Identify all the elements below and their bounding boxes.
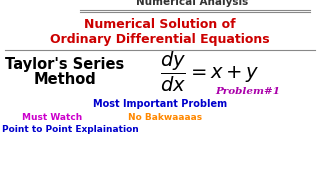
Text: Point to Point Explaination: Point to Point Explaination — [2, 125, 138, 134]
Text: Numerical Analysis: Numerical Analysis — [136, 0, 248, 7]
Text: Must Watch: Must Watch — [22, 114, 82, 123]
Text: Problem#1: Problem#1 — [215, 87, 281, 96]
Text: Taylor's Series: Taylor's Series — [5, 57, 124, 73]
Text: No Bakwaaaas: No Bakwaaaas — [128, 114, 202, 123]
Text: Method: Method — [34, 71, 96, 87]
Text: Numerical Solution of: Numerical Solution of — [84, 19, 236, 32]
Text: Most Important Problem: Most Important Problem — [93, 99, 227, 109]
Text: $\dfrac{dy}{dx} = x + y$: $\dfrac{dy}{dx} = x + y$ — [160, 50, 260, 94]
Text: Ordinary Differential Equations: Ordinary Differential Equations — [50, 33, 270, 46]
